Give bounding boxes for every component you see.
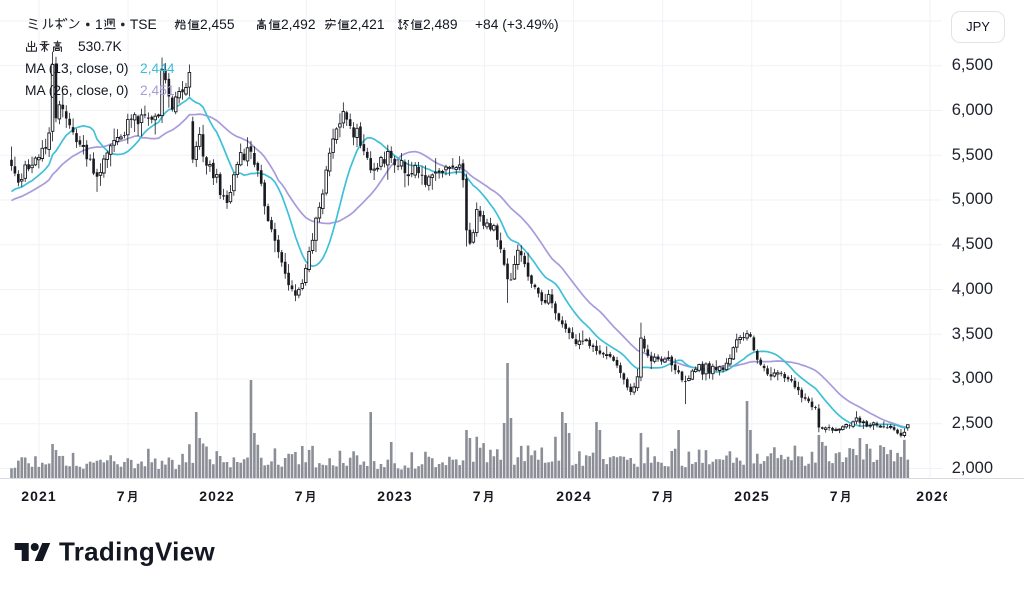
- svg-text:TradingView: TradingView: [59, 540, 215, 566]
